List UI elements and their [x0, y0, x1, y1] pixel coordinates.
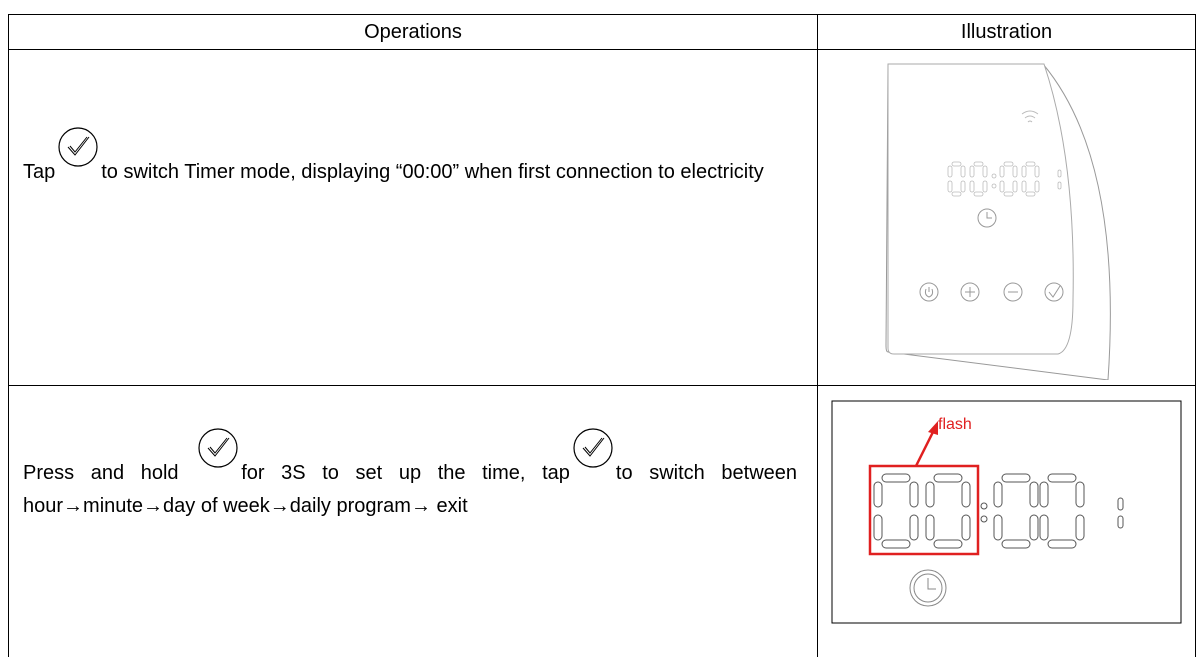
timer-illustration: flash: [831, 400, 1182, 624]
segment: [960, 180, 966, 193]
segment: [969, 180, 975, 193]
annotation: flash: [938, 416, 972, 433]
check-icon: [573, 428, 613, 468]
segment: [1012, 180, 1018, 193]
segment: [1021, 180, 1027, 193]
segment: [1003, 191, 1014, 197]
operations-table: Operations Illustration Tap to switch Tim…: [8, 14, 1196, 657]
operation-cell: Press and hold for 3S to set up the time…: [8, 385, 818, 657]
header-row: Operations Illustration: [8, 14, 1196, 50]
segment: [933, 473, 963, 483]
segment: [991, 183, 997, 189]
segment: [1034, 180, 1040, 193]
highlight-box: [868, 464, 980, 556]
segment: [961, 481, 971, 508]
buttons: [919, 282, 1064, 302]
panel-illustration: [885, 63, 1111, 381]
segment: [1029, 514, 1039, 541]
illustration-cell: [817, 49, 1196, 386]
segment: [1025, 191, 1036, 197]
segment: [1003, 161, 1014, 167]
segment: [881, 473, 911, 483]
header-cell: Illustration: [817, 14, 1196, 50]
check-icon: [198, 428, 238, 468]
segment: [999, 165, 1005, 178]
segment: [969, 165, 975, 178]
operation-cell: Tap to switch Timer mode, displaying “00:…: [8, 49, 818, 386]
text: to switch Timer mode, displaying “00:00”…: [101, 161, 764, 183]
segment: [973, 161, 984, 167]
seven-segment-display: [947, 161, 1062, 197]
segment: [951, 191, 962, 197]
segment: [909, 514, 919, 541]
segment: [1047, 539, 1077, 549]
arrow: [914, 429, 936, 467]
header-cell: Operations: [8, 14, 818, 50]
segment: [1012, 165, 1018, 178]
arrowhead: [928, 421, 938, 435]
segment: [1029, 481, 1039, 508]
text: Press and hold: [23, 462, 179, 484]
segment: [1039, 481, 1049, 508]
segment: [991, 173, 997, 179]
segment: [947, 180, 953, 193]
segment: [982, 165, 988, 178]
segment: [1117, 515, 1124, 529]
segment: [925, 514, 935, 541]
panel: [887, 63, 1074, 355]
segment: [993, 481, 1003, 508]
segment: [1047, 473, 1077, 483]
segment: [961, 514, 971, 541]
table-row: Tap to switch Timer mode, displaying “00:…: [8, 49, 1196, 386]
segment: [909, 481, 919, 508]
segment: [1001, 539, 1031, 549]
segment: [1057, 169, 1062, 178]
panel-outline: [885, 63, 1111, 381]
segment: [1001, 473, 1031, 483]
segment: [1117, 497, 1124, 511]
operation-text: Tap to switch Timer mode, displaying “00:…: [9, 50, 817, 189]
segment: [947, 165, 953, 178]
segment: [925, 481, 935, 508]
illustration-cell: flash: [817, 385, 1196, 657]
segment: [951, 161, 962, 167]
clock-icon: [977, 208, 997, 228]
segment: [980, 502, 988, 510]
segment: [873, 481, 883, 508]
segment: [1075, 514, 1085, 541]
text: for 3S to set up the time, tap: [241, 462, 570, 484]
segment: [1039, 514, 1049, 541]
segment: [982, 180, 988, 193]
segment: [980, 515, 988, 523]
segment: [1025, 161, 1036, 167]
segment: [960, 165, 966, 178]
text: to switch between hour→minute→day of wee…: [23, 462, 798, 517]
segment: [1075, 481, 1085, 508]
operation-text: Press and hold for 3S to set up the time…: [9, 386, 817, 523]
segment: [933, 539, 963, 549]
segment: [1021, 165, 1027, 178]
text: Tap: [23, 161, 56, 183]
segment: [999, 180, 1005, 193]
check-icon: [58, 127, 98, 167]
segment: [881, 539, 911, 549]
segment: [873, 514, 883, 541]
segment: [1034, 165, 1040, 178]
table-row: Press and hold for 3S to set up the time…: [8, 385, 1196, 657]
clock-icon: [909, 569, 947, 607]
segment: [1057, 181, 1062, 190]
segment: [973, 191, 984, 197]
frame: [831, 400, 1182, 624]
wifi-icon: [1021, 110, 1039, 123]
seven-segment-display: [873, 473, 1124, 549]
segment: [993, 514, 1003, 541]
